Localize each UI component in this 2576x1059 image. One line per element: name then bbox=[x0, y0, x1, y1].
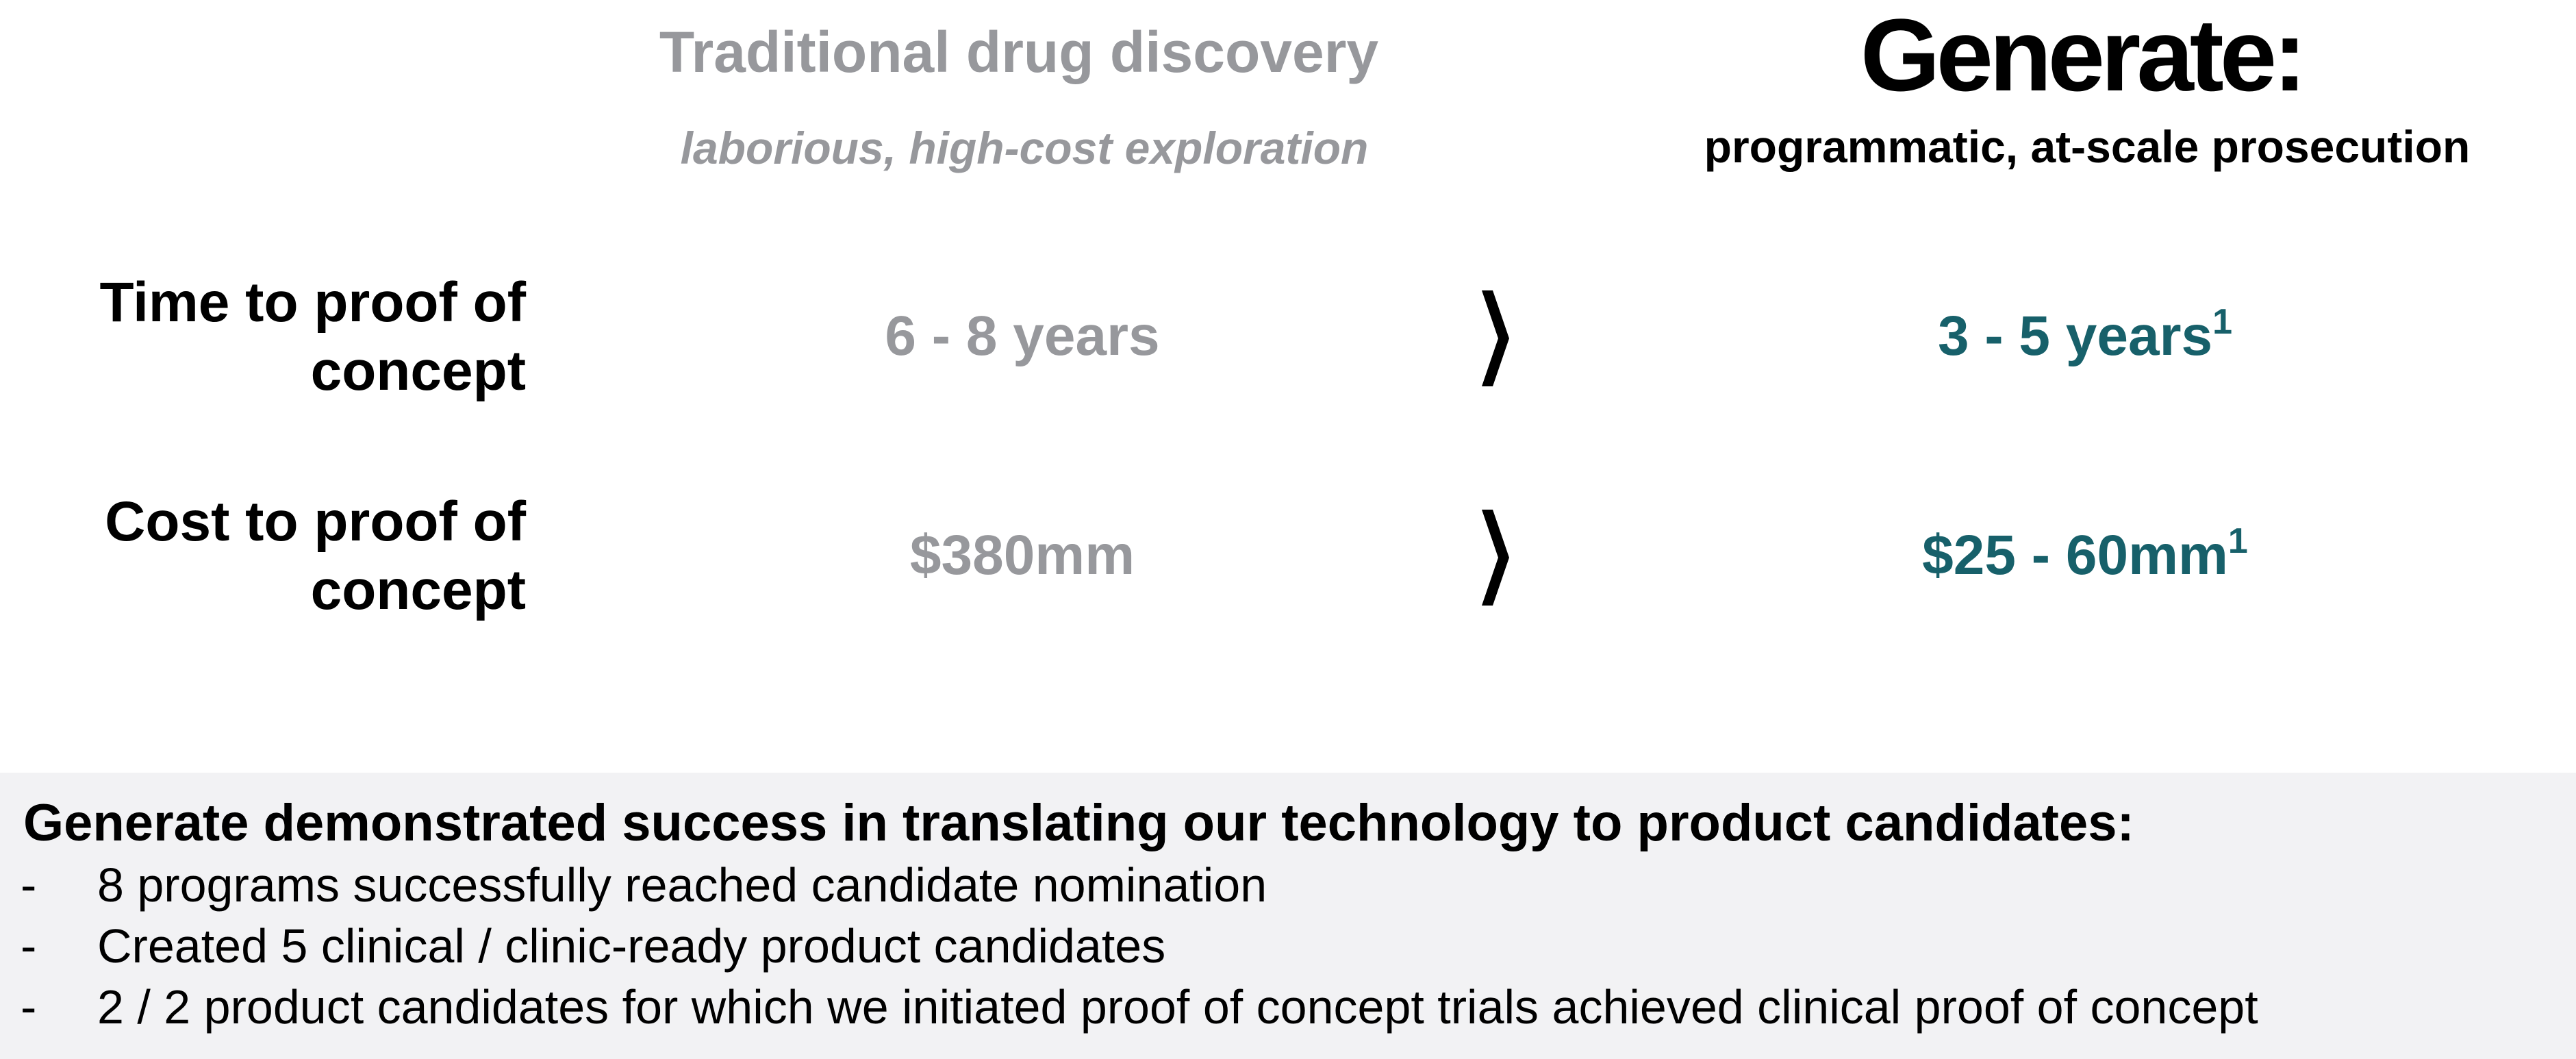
row-label-line: Time to proof of bbox=[99, 271, 526, 334]
traditional-column-title: Traditional drug discovery bbox=[659, 20, 1379, 84]
row-label-line: concept bbox=[310, 340, 526, 402]
bullet-text: 8 programs successfully reached candidat… bbox=[97, 858, 1267, 912]
row-label-line: Cost to proof of bbox=[105, 490, 526, 553]
footnote-marker: 1 bbox=[2212, 302, 2233, 342]
bullet-text: 2 / 2 product candidates for which we in… bbox=[97, 980, 2258, 1034]
generate-cost-value: $25 - 60mm1 bbox=[1922, 521, 2248, 588]
chevron-right-icon bbox=[1482, 290, 1509, 386]
generate-column-title: Generate: bbox=[1860, 0, 2307, 112]
row-label-time: Time to proof of concept bbox=[99, 269, 526, 406]
row-label-cost: Cost to proof of concept bbox=[105, 488, 526, 625]
row-label-line: concept bbox=[310, 559, 526, 621]
bullet-marker: - bbox=[21, 919, 37, 973]
summary-bullet: - 8 programs successfully reached candida… bbox=[21, 858, 1267, 912]
generate-column-subtitle: programmatic, at-scale prosecution bbox=[1704, 121, 2471, 172]
bullet-text: Created 5 clinical / clinic-ready produc… bbox=[97, 919, 1166, 973]
traditional-cost-value: $380mm bbox=[909, 524, 1135, 586]
traditional-time-value: 6 - 8 years bbox=[885, 305, 1160, 367]
bullet-marker: - bbox=[21, 858, 37, 912]
summary-heading: Generate demonstrated success in transla… bbox=[23, 794, 2134, 852]
generate-time-value: 3 - 5 years1 bbox=[1937, 302, 2233, 369]
traditional-column-subtitle: laborious, high-cost exploration bbox=[680, 123, 1369, 173]
chevron-right-icon bbox=[1482, 510, 1509, 606]
footnote-marker: 1 bbox=[2227, 521, 2248, 561]
value-text: $25 - 60mm bbox=[1922, 524, 2228, 586]
value-text: 3 - 5 years bbox=[1937, 305, 2213, 367]
summary-panel bbox=[0, 773, 2576, 1059]
summary-bullet: - 2 / 2 product candidates for which we i… bbox=[21, 980, 2258, 1034]
summary-bullet: - Created 5 clinical / clinic-ready produ… bbox=[21, 919, 1165, 973]
bullet-marker: - bbox=[21, 980, 37, 1034]
